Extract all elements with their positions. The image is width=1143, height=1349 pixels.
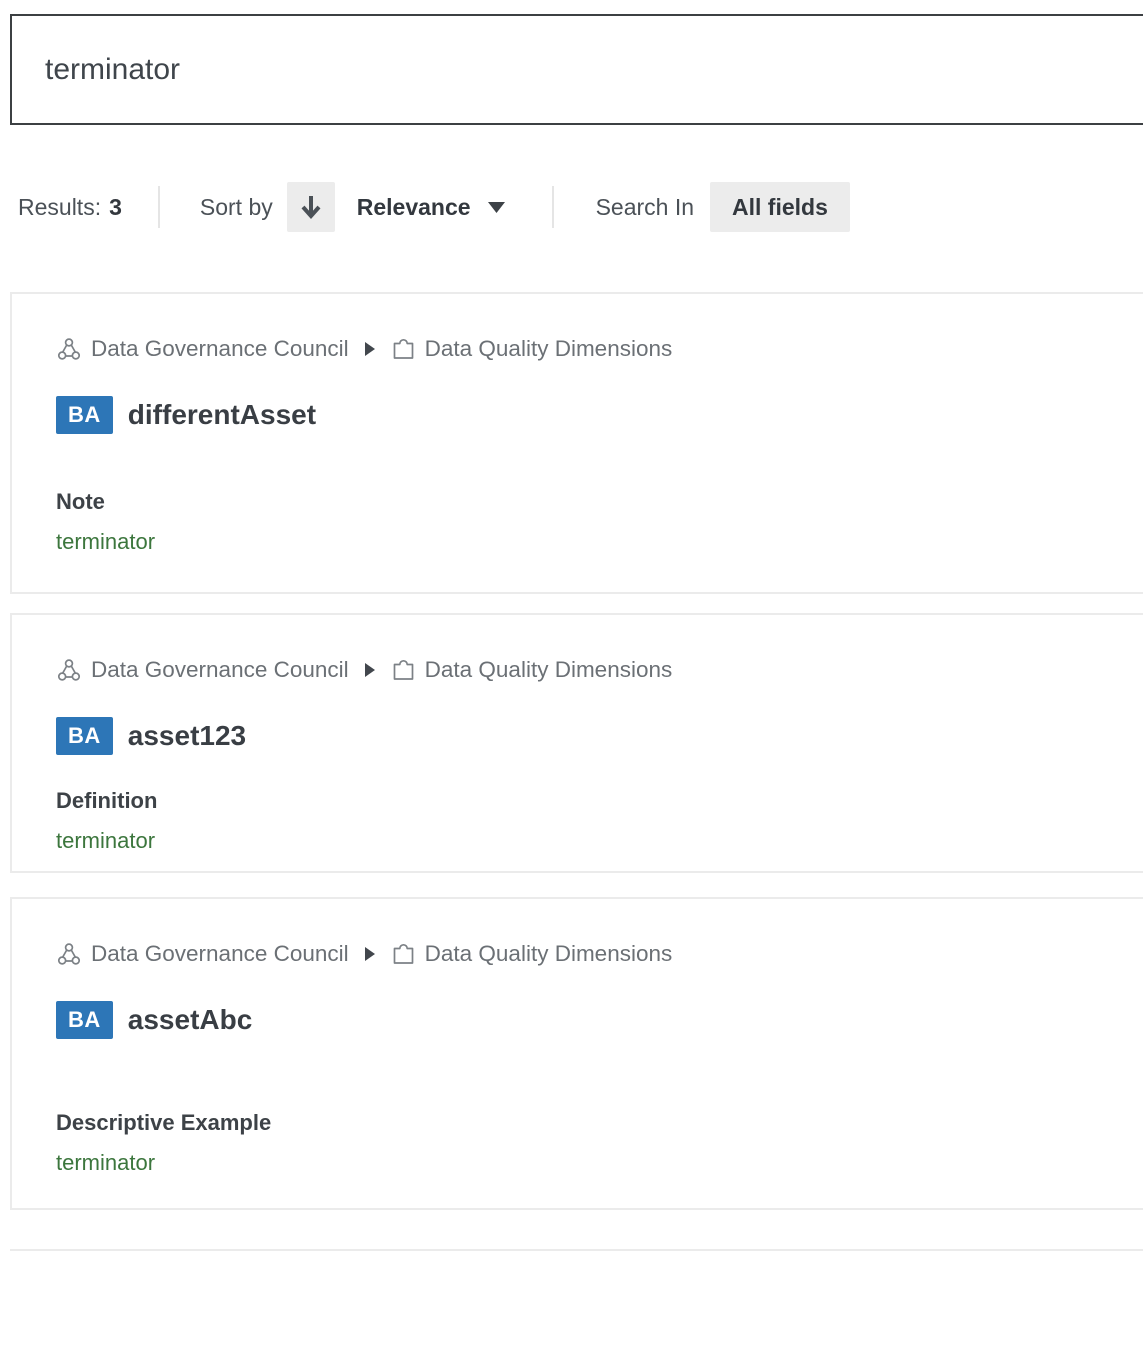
matched-attribute: Descriptive Example terminator (56, 1103, 271, 1183)
matched-attribute: Definition terminator (56, 781, 157, 861)
sort-by-label: Sort by (199, 193, 273, 220)
breadcrumb: Data Governance Council Data Quality Dim… (56, 336, 672, 362)
toolbar-divider (157, 186, 160, 228)
attribute-match-value: terminator (56, 529, 156, 554)
next-section-divider (10, 1249, 1143, 1349)
asset-title[interactable]: asset123 (127, 720, 247, 751)
search-in-all-fields-button[interactable]: All fields (710, 182, 850, 232)
breadcrumb-domain[interactable]: Data Quality Dimensions (391, 657, 673, 683)
asset-title[interactable]: assetAbc (127, 1004, 253, 1035)
attribute-match-value: terminator (56, 1150, 156, 1175)
results-toolbar: Results: 3 Sort by Relevance Search In A… (18, 181, 850, 233)
attribute-label: Note (56, 489, 105, 514)
results-label: Results: (18, 193, 102, 220)
domain-icon (391, 337, 425, 362)
breadcrumb-domain[interactable]: Data Quality Dimensions (391, 941, 673, 967)
community-icon (56, 942, 91, 967)
breadcrumb-domain-label: Data Quality Dimensions (424, 657, 673, 682)
asset-type-badge: BA (56, 396, 113, 434)
chevron-right-icon (364, 662, 376, 678)
search-result-card[interactable]: Data Governance Council Data Quality Dim… (10, 897, 1143, 1210)
attribute-label: Descriptive Example (56, 1110, 272, 1135)
breadcrumb: Data Governance Council Data Quality Dim… (56, 657, 672, 683)
breadcrumb-community-label: Data Governance Council (91, 657, 349, 682)
community-icon (56, 658, 91, 683)
asset-title[interactable]: differentAsset (127, 399, 317, 430)
domain-icon (391, 658, 425, 683)
asset-type-badge: BA (56, 717, 113, 755)
chevron-right-icon (364, 341, 376, 357)
sort-direction-button[interactable] (286, 182, 335, 232)
search-in-value: All fields (732, 193, 828, 220)
caret-down-icon[interactable] (487, 201, 506, 214)
breadcrumb-domain-label: Data Quality Dimensions (424, 336, 673, 361)
breadcrumb-community[interactable]: Data Governance Council (56, 657, 349, 683)
chevron-right-icon (364, 946, 376, 962)
matched-attribute: Note terminator (56, 482, 155, 562)
domain-icon (391, 942, 425, 967)
breadcrumb-domain[interactable]: Data Quality Dimensions (391, 336, 673, 362)
breadcrumb: Data Governance Council Data Quality Dim… (56, 941, 672, 967)
attribute-match-value: terminator (56, 828, 156, 853)
attribute-label: Definition (56, 788, 158, 813)
results-count: 3 (109, 193, 122, 220)
breadcrumb-community[interactable]: Data Governance Council (56, 941, 349, 967)
search-result-card[interactable]: Data Governance Council Data Quality Dim… (10, 613, 1143, 873)
search-result-card[interactable]: Data Governance Council Data Quality Dim… (10, 292, 1143, 594)
arrow-down-icon (300, 194, 322, 220)
breadcrumb-community[interactable]: Data Governance Council (56, 336, 349, 362)
search-in-label: Search In (595, 193, 695, 220)
breadcrumb-community-label: Data Governance Council (91, 336, 349, 361)
asset-type-badge: BA (56, 1001, 113, 1039)
breadcrumb-community-label: Data Governance Council (91, 941, 349, 966)
search-input[interactable] (10, 14, 1143, 125)
breadcrumb-domain-label: Data Quality Dimensions (424, 941, 673, 966)
toolbar-divider (551, 186, 554, 228)
sort-field-dropdown[interactable]: Relevance (356, 193, 471, 220)
community-icon (56, 337, 91, 362)
